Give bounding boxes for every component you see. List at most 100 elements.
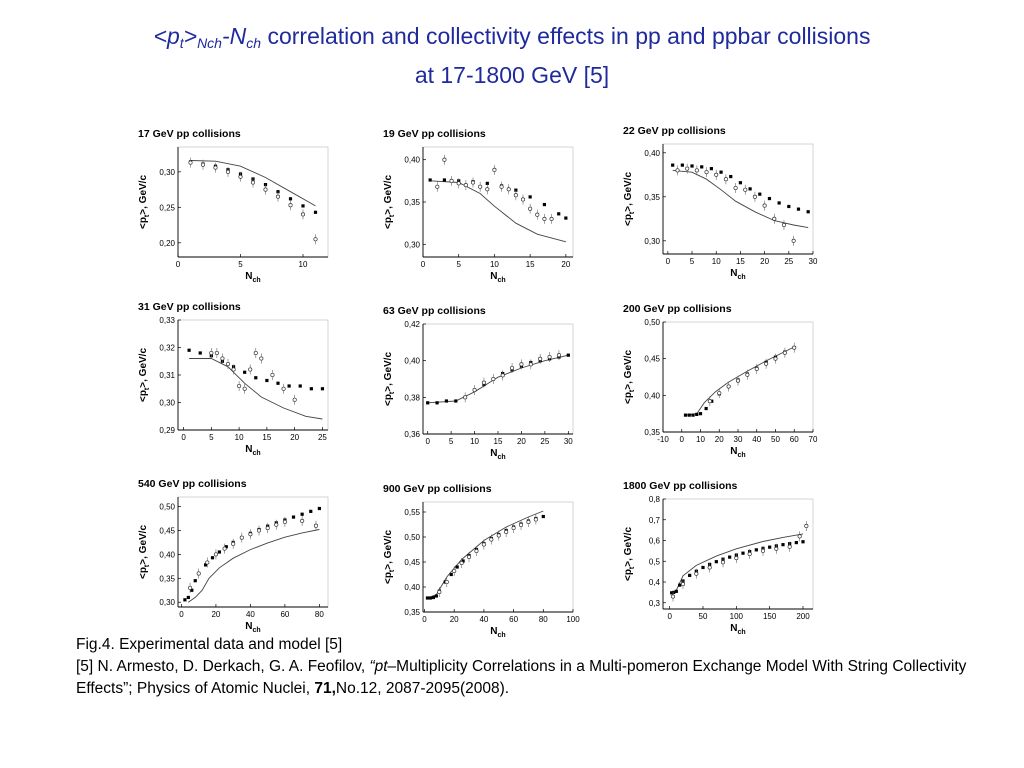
x-tick-label: 10 <box>696 435 705 444</box>
data-point <box>481 380 486 385</box>
data-point <box>437 589 442 595</box>
x-tick-label: 15 <box>526 260 535 269</box>
model-line <box>672 169 809 229</box>
data-point <box>774 546 779 551</box>
plot-frame <box>177 146 329 258</box>
data-point <box>670 594 676 599</box>
y-tick-label: 0,42 <box>404 320 420 329</box>
x-tick-label: 0 <box>179 610 184 619</box>
model-point <box>428 596 433 600</box>
chart-title: 17 GeV pp collisions <box>138 128 241 140</box>
model-line <box>190 160 316 207</box>
y-tick-label: 0,35 <box>404 198 420 207</box>
data-point <box>259 356 264 361</box>
model-point <box>193 579 197 583</box>
data-point <box>492 167 497 172</box>
chart-title: 900 GeV pp collisions <box>383 483 492 495</box>
y-axis-label: <pt>, GeV/c <box>138 525 151 579</box>
model-point <box>777 201 781 205</box>
chart-panel: 1800 GeV pp collisions 0 50 100 150 200 0,3 0,4… <box>615 477 825 647</box>
x-tick-label: 150 <box>763 612 777 621</box>
model-point <box>265 378 269 383</box>
data-point <box>300 518 305 523</box>
model-point <box>566 353 570 357</box>
x-tick-label: 30 <box>564 437 573 446</box>
data-point <box>526 519 531 525</box>
data-point <box>734 556 739 561</box>
x-tick-label: 10 <box>712 257 721 266</box>
model-point <box>190 588 194 592</box>
data-point <box>209 350 214 356</box>
x-tick-label: 20 <box>517 437 526 446</box>
data-point <box>435 184 440 189</box>
data-point <box>504 529 509 535</box>
model-line <box>671 533 804 594</box>
model-point <box>300 512 304 516</box>
model-point <box>564 216 568 220</box>
chart-svg: 63 GeV pp collisions 0 5 10 15 20 25 30 0,36 0,38… <box>383 305 574 461</box>
data-point <box>231 367 236 372</box>
y-tick-label: 0,36 <box>404 430 420 439</box>
data-point <box>762 203 767 208</box>
data-point <box>478 184 483 189</box>
data-point <box>452 568 457 574</box>
plot-frame <box>422 323 574 435</box>
data-point <box>292 397 297 402</box>
data-point <box>253 350 258 356</box>
data-point <box>538 356 543 361</box>
model-point <box>309 509 313 513</box>
model-point <box>183 598 187 602</box>
x-tick-label: 25 <box>540 437 549 446</box>
y-tick-label: 0,40 <box>644 149 660 158</box>
model-point <box>210 556 215 560</box>
model-point <box>287 384 291 388</box>
y-tick-label: 0,31 <box>159 371 175 380</box>
y-axis-label: <pt>, GeV/c <box>383 530 396 584</box>
model-point <box>695 412 699 416</box>
model-point <box>672 590 676 594</box>
data-point <box>714 172 719 177</box>
y-tick-label: 0,6 <box>649 537 661 546</box>
data-point <box>200 162 206 167</box>
model-point <box>243 370 247 374</box>
data-point <box>747 551 752 557</box>
data-point <box>549 216 554 221</box>
x-axis-label: Nch <box>245 444 260 457</box>
chart-svg: 31 GeV pp collisions 0 5 10 15 20 25 0,29 0,30 0,… <box>138 301 329 457</box>
model-point <box>709 167 713 171</box>
model-line <box>189 358 323 420</box>
y-tick-label: 0,50 <box>159 503 175 512</box>
data-point <box>704 170 709 175</box>
chart-svg: 17 GeV pp collisions 0 5 10 0,20 0,25 0,30 Nch <… <box>138 128 329 284</box>
x-tick-label: 30 <box>809 257 818 266</box>
x-tick-label: 60 <box>509 615 518 624</box>
data-point <box>760 548 766 553</box>
chart-panel: 540 GeV pp collisions 0 20 40 60 80 0,30 0,35 0,… <box>130 475 340 645</box>
y-tick-label: 0,55 <box>404 508 420 517</box>
data-point <box>781 222 787 228</box>
model-point <box>690 164 694 168</box>
x-tick-label: 0 <box>680 435 685 444</box>
y-tick-label: 0,3 <box>649 599 661 608</box>
x-tick-label: 40 <box>246 610 255 619</box>
model-point <box>671 163 675 167</box>
x-axis-label: Nch <box>245 271 260 284</box>
chart-panel: 900 GeV pp collisions 0 20 40 60 80 100 0,35 0,4… <box>375 480 585 650</box>
y-tick-label: 0,40 <box>404 156 420 165</box>
chart-svg: 19 GeV pp collisions 0 5 10 15 20 0,30 0,35 0,40… <box>383 128 574 284</box>
data-point <box>459 560 464 566</box>
model-point <box>317 506 321 511</box>
x-tick-label: 0 <box>421 260 426 269</box>
model-point <box>806 210 810 214</box>
model-line <box>685 346 795 416</box>
data-point <box>499 184 504 189</box>
model-point <box>461 559 465 563</box>
model-point <box>320 387 325 391</box>
data-point <box>743 187 748 192</box>
data-point <box>213 165 218 170</box>
data-point <box>237 383 242 389</box>
data-point <box>270 372 275 378</box>
chart-svg: 540 GeV pp collisions 0 20 40 60 80 0,30 0,35 0,… <box>138 478 329 634</box>
x-tick-label: 5 <box>449 437 454 446</box>
x-tick-label: 0 <box>667 612 672 621</box>
